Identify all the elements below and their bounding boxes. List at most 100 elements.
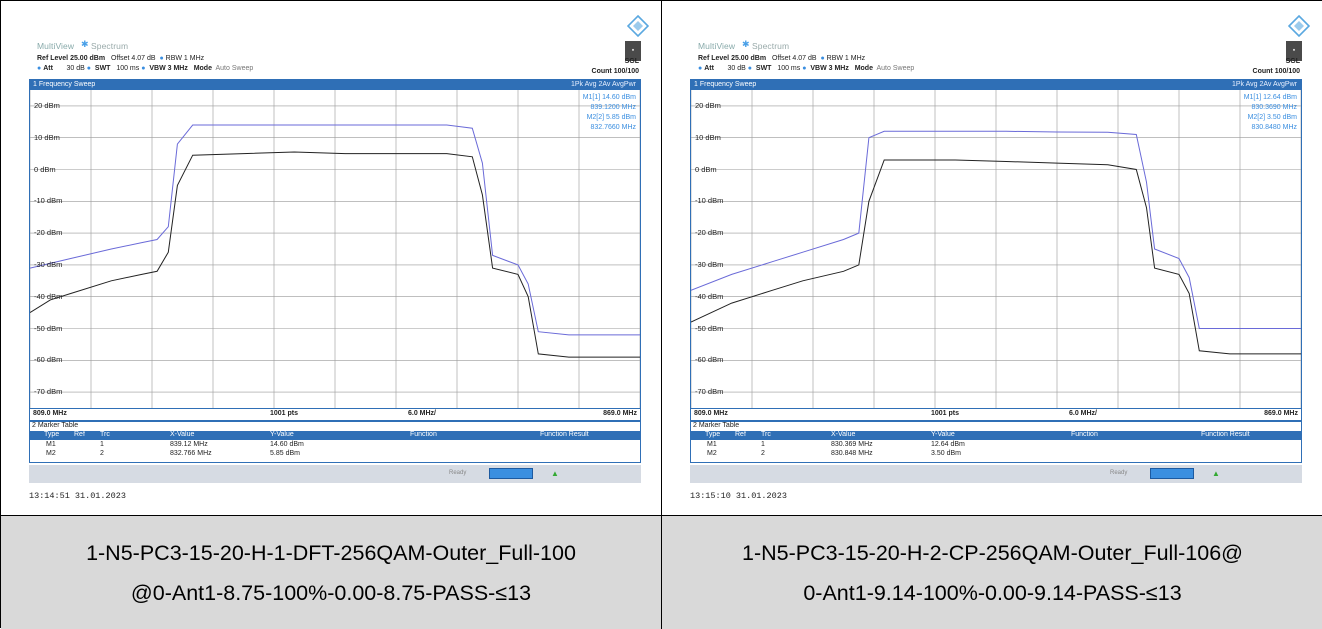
tab-multiview[interactable]: MultiView xyxy=(698,41,736,51)
sweep-progress xyxy=(489,468,533,479)
sweep-header: 1 Frequency Sweep 1Pk Avg 2Av AvgPwr xyxy=(30,80,640,90)
x-end: 869.0 MHz xyxy=(603,410,637,417)
sgl-indicator: SGL xyxy=(624,58,639,65)
marker-table-cell: 1 xyxy=(761,441,765,448)
caption-line1: 1-N5-PC3-15-20-H-2-CP-256QAM-Outer_Full-… xyxy=(742,540,1243,565)
spectrum-chart xyxy=(691,90,1301,408)
status-bar: Ready ▲ xyxy=(690,465,1302,483)
tab-close-icon[interactable]: ✱ xyxy=(81,39,89,49)
panel-right: MultiView ✱ Spectrum ▪ Ref Level 25.00 d… xyxy=(662,1,1322,515)
analyzer-screen: MultiView ✱ Spectrum ▪ Ref Level 25.00 d… xyxy=(29,15,649,489)
y-tick-label: 0 dBm xyxy=(34,164,56,174)
rohde-schwarz-logo-icon xyxy=(1288,15,1310,37)
mode-label: Mode xyxy=(854,65,873,72)
y-tick-label: -60 dBm xyxy=(695,355,724,365)
swt-label: SWT xyxy=(94,65,111,72)
mode-value: Auto Sweep xyxy=(876,65,915,72)
marker-table-row: M1 1 830.369 MHz 12.64 dBm xyxy=(691,441,1301,449)
sweep-progress xyxy=(1150,468,1194,479)
sweep-count: Count 100/100 xyxy=(591,68,639,75)
status-check-icon: ▲ xyxy=(1212,469,1220,478)
tab-spectrum[interactable]: Spectrum xyxy=(752,41,790,51)
marker-table-col: Y-Value xyxy=(270,431,294,438)
x-axis-bar: 809.0 MHz 1001 pts 6.0 MHz/ 869.0 MHz xyxy=(29,409,641,421)
marker-table-col: X-Value xyxy=(170,431,195,438)
att-label: Att xyxy=(43,65,53,72)
x-axis-bar: 809.0 MHz 1001 pts 6.0 MHz/ 869.0 MHz xyxy=(690,409,1302,421)
marker-readout: 839.1200 MHz xyxy=(590,104,636,111)
y-tick-label: 10 dBm xyxy=(695,132,721,142)
marker-table-col: Function Result xyxy=(540,431,589,438)
marker-table-cell: 5.85 dBm xyxy=(270,450,300,457)
y-tick-label: -30 dBm xyxy=(695,259,724,269)
x-start: 809.0 MHz xyxy=(33,410,67,417)
marker-table-cell: 12.64 dBm xyxy=(931,441,965,448)
points-count: 1001 pts xyxy=(270,410,299,417)
y-tick-label: -70 dBm xyxy=(695,387,724,397)
marker-table-cell: 2 xyxy=(761,450,765,457)
marker-readout: 830.3690 MHz xyxy=(1251,104,1297,111)
marker-table-col: Function Result xyxy=(1201,431,1250,438)
timestamp: 13:15:10 31.01.2023 xyxy=(690,491,787,501)
marker-table-cell: 3.50 dBm xyxy=(931,450,961,457)
marker-table-cell: 2 xyxy=(100,450,104,457)
marker-table-cell: M1 xyxy=(707,441,717,448)
status-ready: Ready xyxy=(449,470,467,476)
vbw: VBW 3 MHz xyxy=(810,65,849,72)
marker-readout: 832.7660 MHz xyxy=(590,124,636,131)
panel-left: MultiView ✱ Spectrum ▪ Ref Level 25.00 d… xyxy=(1,1,662,515)
menu-button[interactable]: ▪ xyxy=(625,41,641,61)
ref-level: Ref Level 25.00 dBm xyxy=(37,55,106,62)
rbw: RBW 1 MHz xyxy=(165,55,205,62)
marker-table: 2 Marker Table Type Ref Trc X-Value Y-Value F… xyxy=(690,421,1302,463)
y-tick-label: -20 dBm xyxy=(695,228,724,238)
status-check-icon: ▲ xyxy=(551,469,559,478)
att-value: 30 dB xyxy=(727,65,746,72)
trace-modes: 1Pk Avg 2Av AvgPwr xyxy=(571,81,636,88)
marker-table-row: M2 2 830.848 MHz 3.50 dBm xyxy=(691,450,1301,458)
swt-value: 100 ms xyxy=(777,65,801,72)
points-count: 1001 pts xyxy=(931,410,960,417)
marker-table-col: Type xyxy=(44,431,60,438)
offset: Offset 4.07 dB xyxy=(110,55,156,62)
vbw: VBW 3 MHz xyxy=(149,65,188,72)
sweep-count: Count 100/100 xyxy=(1252,68,1300,75)
sgl-indicator: SGL xyxy=(1285,58,1300,65)
marker-table-header: Type Ref Trc X-Value Y-Value Function Function… xyxy=(691,431,1301,440)
spectrum-plot: 1 Frequency Sweep 1Pk Avg 2Av AvgPwr 20 … xyxy=(29,79,641,409)
spectrum-plot: 1 Frequency Sweep 1Pk Avg 2Av AvgPwr 20 … xyxy=(690,79,1302,409)
timestamp: 13:14:51 31.01.2023 xyxy=(29,491,126,501)
marker-readout: M1[1] 14.60 dBm xyxy=(582,94,636,101)
marker-readout: M2[2] 5.85 dBm xyxy=(586,114,636,121)
trace-1 xyxy=(30,124,640,336)
trace-2 xyxy=(691,159,1301,355)
att-value: 30 dB xyxy=(66,65,85,72)
marker-table-cell: M2 xyxy=(46,450,56,457)
menu-button[interactable]: ▪ xyxy=(1286,41,1302,61)
sweep-header: 1 Frequency Sweep 1Pk Avg 2Av AvgPwr xyxy=(691,80,1301,90)
ref-level: Ref Level 25.00 dBm xyxy=(698,55,767,62)
marker-table-row: M2 2 832.766 MHz 5.85 dBm xyxy=(30,450,640,458)
marker-table-col: Ref xyxy=(74,431,85,438)
sweep-title: 1 Frequency Sweep xyxy=(33,81,96,88)
y-tick-label: 20 dBm xyxy=(34,100,60,110)
tab-close-icon[interactable]: ✱ xyxy=(742,39,750,49)
trace-1 xyxy=(691,130,1301,329)
sweep-title: 1 Frequency Sweep xyxy=(694,81,757,88)
tab-multiview[interactable]: MultiView xyxy=(37,41,75,51)
marker-table-cell: 832.766 MHz xyxy=(170,450,212,457)
status-ready: Ready xyxy=(1110,470,1128,476)
marker-table-cell: M1 xyxy=(46,441,56,448)
trace-modes: 1Pk Avg 2Av AvgPwr xyxy=(1232,81,1297,88)
marker-table-cell: 14.60 dBm xyxy=(270,441,304,448)
mode-value: Auto Sweep xyxy=(215,65,254,72)
marker-table-title: 2 Marker Table xyxy=(30,422,640,431)
tab-spectrum[interactable]: Spectrum xyxy=(91,41,129,51)
caption-right: 1-N5-PC3-15-20-H-2-CP-256QAM-Outer_Full-… xyxy=(662,515,1322,629)
y-tick-label: -70 dBm xyxy=(34,387,63,397)
marker-table-col: X-Value xyxy=(831,431,856,438)
settings-bar: Ref Level 25.00 dBm Offset 4.07 dB ● RBW… xyxy=(698,55,1300,75)
marker-table-col: Function xyxy=(1071,431,1098,438)
marker-table-header: Type Ref Trc X-Value Y-Value Function Function… xyxy=(30,431,640,440)
